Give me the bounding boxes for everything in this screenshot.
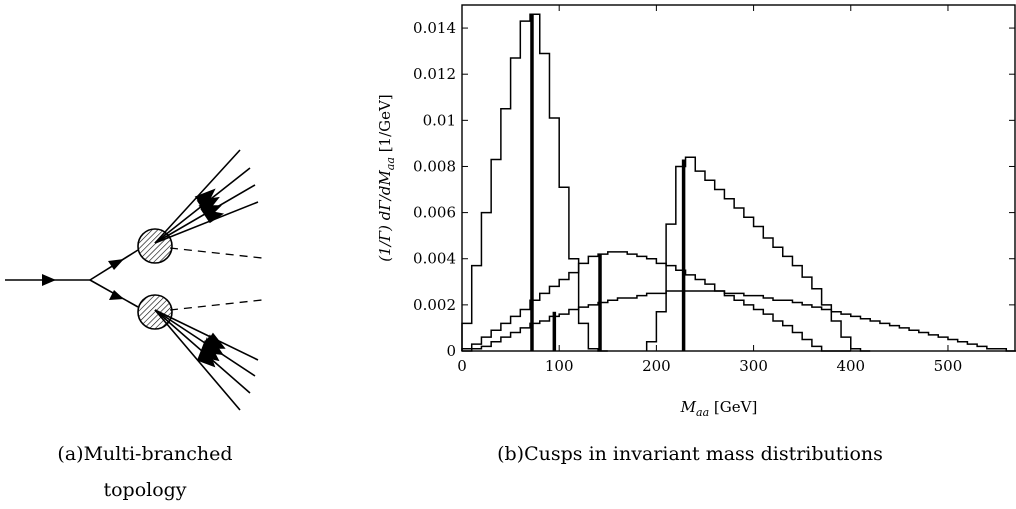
series-group xyxy=(461,13,1016,352)
y-tick-label: 0.004 xyxy=(413,250,456,268)
x-tick-label: 400 xyxy=(836,357,865,375)
histogram-series-1 xyxy=(461,13,608,352)
y-axis-label-text: (1/Γ) dΓ/dMaa [1/GeV] xyxy=(376,94,397,261)
y-axis-label-sub: aa xyxy=(384,157,397,170)
y-tick-label: 0.008 xyxy=(413,157,456,175)
blob-upper xyxy=(137,228,173,264)
y-tick-label: 0 xyxy=(446,342,456,360)
y-tick-label: 0.012 xyxy=(413,65,456,83)
caption-a-label: (a) xyxy=(57,443,84,465)
x-tick-label: 100 xyxy=(545,357,574,375)
histogram-series-2 xyxy=(645,156,871,352)
upper-jets xyxy=(154,149,259,244)
blob-lower xyxy=(137,294,173,330)
histogram-panel: 0 100 200 300 400 500 0 0.002 0.004 0.006 0.008 0.0… xyxy=(350,0,1016,420)
axes: 0 100 200 300 400 500 0 0.002 0.004 0.006 0.008 0.0… xyxy=(413,4,1016,375)
branch-upper xyxy=(89,249,139,281)
y-tick-label: 0.01 xyxy=(423,111,456,129)
y-axis-label: (1/Γ) dΓ/dMaa [1/GeV] xyxy=(376,94,397,261)
x-tick-label: 200 xyxy=(642,357,671,375)
x-tick-label: 0 xyxy=(457,357,467,375)
topology-diagram-panel xyxy=(0,110,270,420)
x-axis-label-var: M xyxy=(680,398,697,416)
caption-b: (b)Cusps in invariant mass distributions xyxy=(430,436,950,472)
x-tick-label: 500 xyxy=(934,357,963,375)
cusp-lines xyxy=(530,14,686,351)
incoming-line xyxy=(5,274,90,286)
histogram-chart: 0 100 200 300 400 500 0 0.002 0.004 0.006 0.008 0.0… xyxy=(376,4,1016,419)
caption-b-label: (b) xyxy=(497,443,525,465)
caption-b-text: Cusps in invariant mass distributions xyxy=(524,443,883,465)
lower-jets xyxy=(154,309,259,411)
y-tick-label: 0.014 xyxy=(413,19,456,37)
branch-lower xyxy=(89,279,139,308)
x-axis-label-unit: [GeV] xyxy=(709,398,757,416)
invisible-lines xyxy=(169,247,263,311)
y-tick-label: 0.002 xyxy=(413,296,456,314)
plot-frame xyxy=(461,4,1016,352)
histogram-series-4 xyxy=(462,290,1016,352)
y-tick-label: 0.006 xyxy=(413,204,456,222)
x-axis-label-text: Maa [GeV] xyxy=(680,398,758,419)
caption-a: (a)Multi-branched topology xyxy=(40,436,250,508)
x-tick-label: 300 xyxy=(739,357,768,375)
histogram-series-3 xyxy=(461,251,851,352)
x-axis-label-sub: aa xyxy=(696,406,709,419)
y-axis-label-unit: [1/GeV] xyxy=(376,94,394,157)
y-axis-label-formula: (1/Γ) dΓ/dM xyxy=(376,170,394,262)
topology-diagram xyxy=(5,149,263,411)
caption-a-line1: Multi-branched xyxy=(83,443,233,465)
x-axis-label: Maa [GeV] xyxy=(680,398,758,419)
caption-a-line2: topology xyxy=(103,479,187,501)
